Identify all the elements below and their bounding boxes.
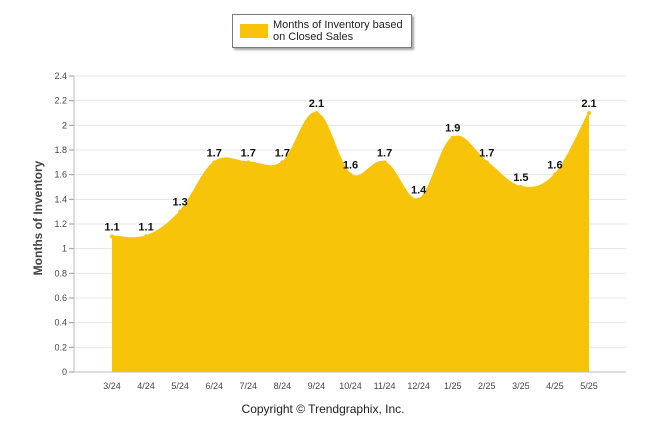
data-label: 1.7 [275,147,290,159]
data-label: 1.1 [138,221,153,233]
y-tick-label: 0.8 [54,268,67,278]
data-point-1/25[interactable] [450,135,455,140]
x-tick-label: 4/25 [546,381,564,391]
x-tick-label: 9/24 [308,381,326,391]
series-area [110,111,591,372]
y-tick-label: 1.6 [54,170,67,180]
y-tick-label: 1.2 [54,219,67,229]
data-point-9/24[interactable] [314,111,319,115]
data-label: 1.5 [513,172,528,184]
data-label: 1.6 [547,160,562,172]
copyright-footer: Copyright © Trendgraphix, Inc. [241,402,405,416]
data-point-8/24[interactable] [280,160,285,165]
data-point-2/25[interactable] [484,160,489,165]
data-point-10/24[interactable] [348,172,353,177]
chart-legend[interactable]: Months of Inventory based on Closed Sale… [232,14,412,48]
y-tick-label: 2.2 [54,96,67,106]
x-tick-label: 2/25 [478,381,496,391]
data-label: 1.7 [479,147,494,159]
y-tick-label: 2 [62,120,67,130]
data-labels: 1.1 1.1 1.3 1.7 1.7 1.7 2.1 1.6 1.7 1.4 1.9 1.7 1.5 1… [104,98,596,233]
data-point-6/24[interactable] [212,160,217,165]
y-tick-label: 0.2 [54,342,67,352]
y-axis-label: Months of Inventory [31,160,45,275]
y-tick-label: 0.4 [54,318,67,328]
legend-swatch [240,24,268,38]
x-tick-label: 12/24 [407,381,430,391]
data-label: 1.3 [172,197,187,209]
data-point-7/24[interactable] [246,160,251,165]
x-tick-label: 3/24 [103,381,121,391]
y-tick-label: 1 [62,244,67,254]
data-point-5/24[interactable] [178,209,183,214]
x-tick-label: 3/25 [512,381,530,391]
x-tick-label: 11/24 [374,381,396,391]
x-tick-label: 10/24 [339,381,362,391]
x-tick-label: 4/24 [137,381,155,391]
x-tick-label: 7/24 [240,381,258,391]
series-area-fill [112,112,589,372]
data-label: 1.1 [104,221,119,233]
y-tick-label: 1.4 [54,194,67,204]
data-label: 1.4 [411,184,427,196]
y-tick-label: 0.6 [54,293,67,303]
x-tick-label: 6/24 [205,381,223,391]
data-label: 1.9 [445,123,460,135]
x-axis-ticks: 3/24 4/24 5/24 6/24 7/24 8/24 9/24 10/24 11/24 12… [74,371,626,391]
data-point-3/25[interactable] [518,185,523,189]
data-point-5/25[interactable] [587,111,591,115]
data-point-4/24[interactable] [144,234,149,239]
data-label: 2.1 [581,98,596,110]
legend-label: Months of Inventory based on Closed Sale… [273,19,403,43]
x-tick-label: 1/25 [444,381,462,391]
y-tick-label: 0 [62,367,67,377]
x-tick-label: 5/24 [171,381,189,391]
data-point-12/24[interactable] [416,197,421,202]
data-point-4/25[interactable] [552,172,557,177]
data-label: 1.7 [377,147,392,159]
data-label: 2.1 [309,98,324,110]
data-label: 1.6 [343,160,358,172]
y-tick-label: 1.8 [54,145,67,155]
y-tick-label: 2.4 [54,71,67,81]
x-tick-label: 5/25 [580,381,598,391]
y-axis-ticks: 0 0.2 0.4 0.6 0.8 1 1.2 1.4 1.6 1.8 2 2.2 2.4 [54,71,75,377]
data-label: 1.7 [241,147,256,159]
data-label: 1.7 [207,147,222,159]
data-point-3/24[interactable] [110,234,114,239]
x-tick-label: 8/24 [274,381,292,391]
data-point-11/24[interactable] [382,160,387,165]
